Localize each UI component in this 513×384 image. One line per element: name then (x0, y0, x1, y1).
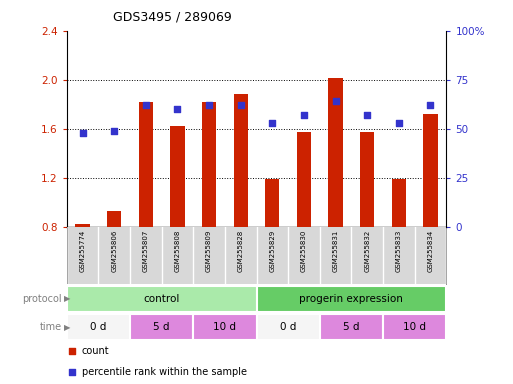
Point (68, 348, 76, 354)
Text: GSM255774: GSM255774 (80, 230, 86, 272)
Bar (130, 314, 193, 340)
Text: GSM255833: GSM255833 (396, 230, 402, 272)
Point (68, 369, 76, 376)
Text: GSM255831: GSM255831 (332, 230, 339, 272)
Text: GSM255806: GSM255806 (111, 230, 117, 272)
Point (205, 102, 213, 108)
Text: 10 d: 10 d (403, 322, 426, 333)
Text: GSM255829: GSM255829 (269, 230, 275, 272)
Bar (67, 314, 130, 340)
Point (142, 102, 150, 108)
Text: 5 d: 5 d (343, 322, 360, 333)
Text: GSM255828: GSM255828 (238, 230, 244, 272)
Bar (256, 286, 446, 311)
Bar (265, 179, 280, 227)
Text: GSM255834: GSM255834 (427, 230, 433, 272)
Bar (392, 179, 406, 227)
Point (300, 112, 308, 118)
Text: percentile rank within the sample: percentile rank within the sample (82, 367, 247, 377)
Text: 0 d: 0 d (280, 322, 297, 333)
Bar (202, 102, 216, 227)
Bar (139, 102, 153, 227)
Text: GSM255832: GSM255832 (364, 230, 370, 272)
Bar (383, 314, 446, 340)
Point (173, 106, 182, 112)
Text: GSM255809: GSM255809 (206, 230, 212, 272)
Point (268, 120, 277, 126)
Text: control: control (144, 293, 180, 304)
Bar (297, 132, 311, 227)
Text: ▶: ▶ (64, 323, 71, 332)
Point (394, 120, 403, 126)
Point (110, 127, 118, 134)
Point (363, 112, 371, 118)
Point (426, 102, 435, 108)
Bar (320, 314, 383, 340)
Text: protocol: protocol (22, 293, 62, 304)
Bar (193, 314, 256, 340)
Point (236, 102, 245, 108)
Text: count: count (82, 346, 109, 356)
Bar (256, 314, 320, 340)
Point (331, 98, 340, 104)
Bar (233, 94, 248, 227)
Text: time: time (40, 322, 62, 333)
Bar (170, 126, 185, 227)
Text: 5 d: 5 d (153, 322, 170, 333)
Text: GSM255830: GSM255830 (301, 230, 307, 272)
Text: GSM255808: GSM255808 (174, 230, 181, 272)
Text: GSM255807: GSM255807 (143, 230, 149, 272)
Text: GDS3495 / 289069: GDS3495 / 289069 (113, 10, 231, 23)
Bar (328, 78, 343, 227)
Bar (67, 286, 256, 311)
Bar (423, 114, 438, 227)
Text: progerin expression: progerin expression (300, 293, 403, 304)
Bar (360, 132, 374, 227)
Text: ▶: ▶ (64, 294, 71, 303)
Bar (75, 224, 90, 227)
Point (78, 129, 87, 136)
Text: 0 d: 0 d (90, 322, 107, 333)
Text: 10 d: 10 d (213, 322, 236, 333)
Bar (107, 211, 121, 227)
